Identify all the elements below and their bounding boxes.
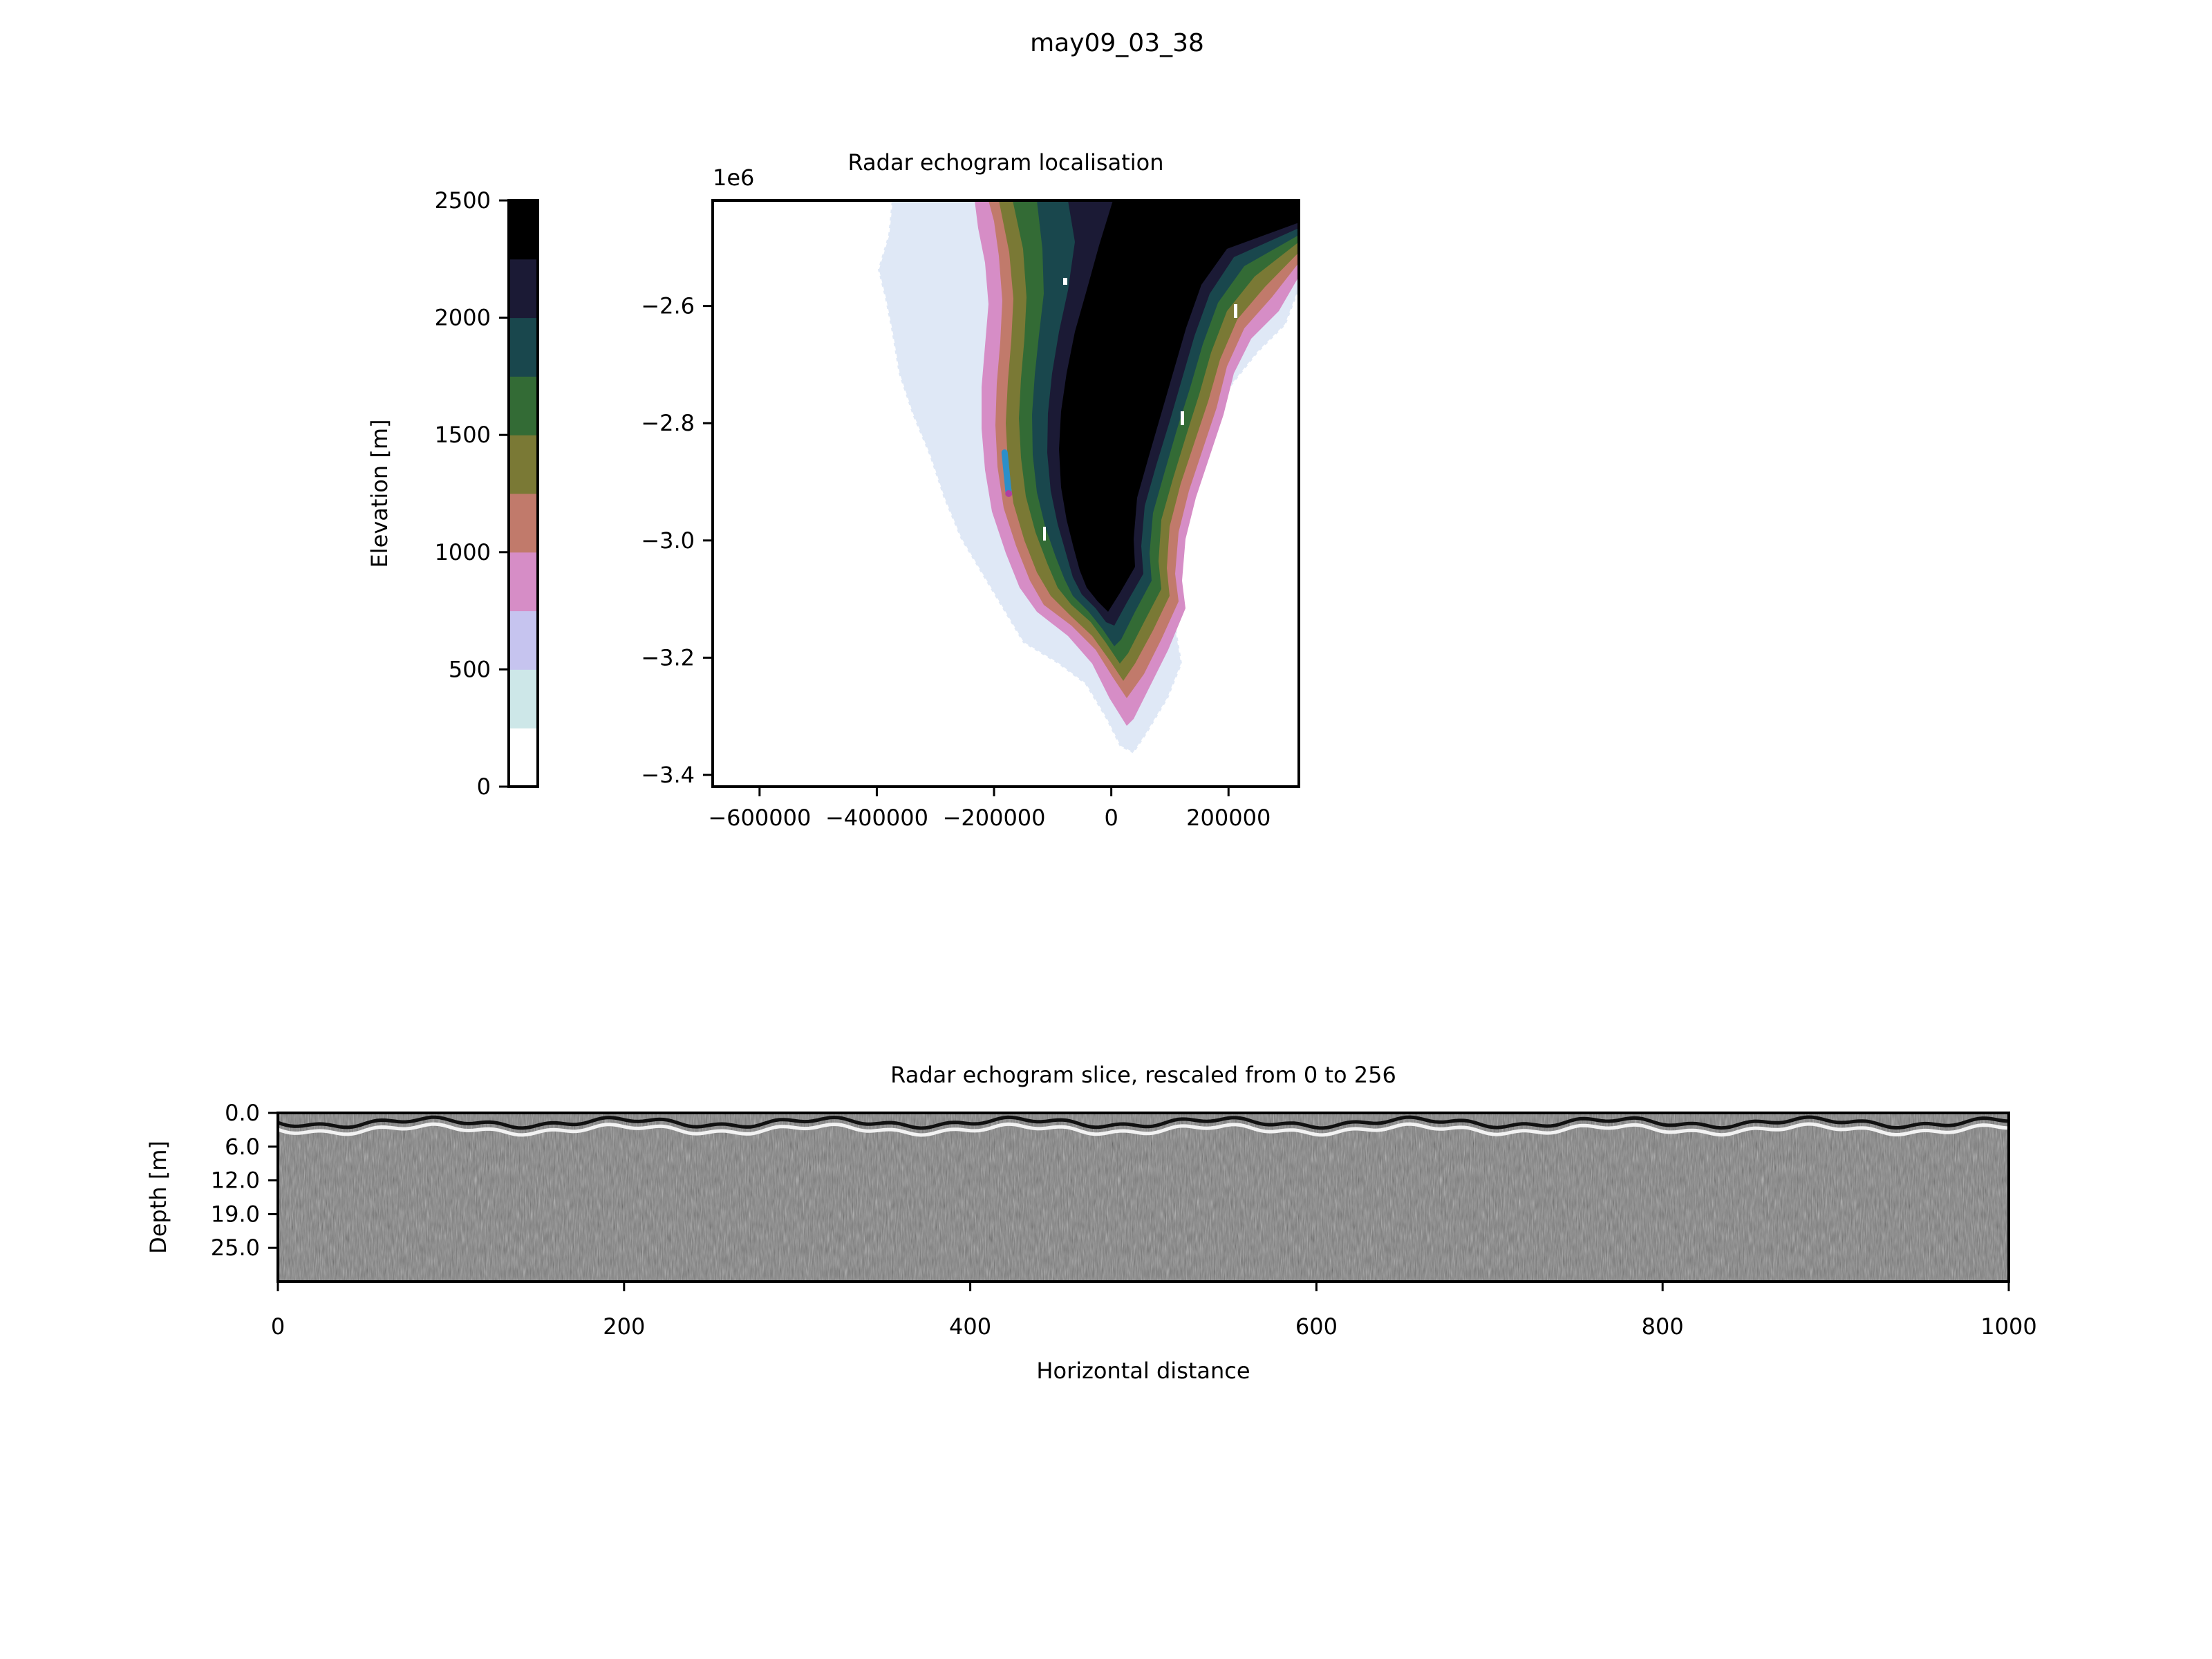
radar-track-end	[1005, 490, 1013, 497]
colorbar-band	[509, 376, 538, 435]
figure-title: may09_03_38	[1030, 29, 1204, 57]
colorbar-tick-label: 0	[477, 774, 491, 800]
map-y-tick-label: −2.6	[641, 293, 695, 319]
colorbar-tick-label: 500	[449, 656, 491, 682]
map-x-ticks: −600000 −400000 −200000 0 200000	[708, 787, 1271, 831]
echogram-x-tick-label: 0	[271, 1313, 285, 1340]
map-title: Radar echogram localisation	[848, 149, 1164, 176]
map-y-tick-label: −2.8	[641, 410, 695, 436]
radar-track	[1001, 449, 1013, 497]
echogram-xlabel: Horizontal distance	[1036, 1358, 1250, 1384]
colorbar-tick-label: 1500	[435, 422, 491, 448]
colorbar-tick-label: 1000	[435, 539, 491, 565]
elevation-map	[713, 200, 1299, 787]
colorbar-band	[509, 200, 538, 260]
echogram-panel: Radar echogram slice, rescaled from 0 to…	[145, 1062, 2037, 1384]
map-panel: Radar echogram localisation 1e6	[641, 149, 1300, 831]
echogram-y-tick-label: 12.0	[211, 1168, 260, 1194]
colorbar-label: Elevation [m]	[366, 420, 393, 568]
colorbar-band	[509, 669, 538, 729]
colorbar-band	[509, 610, 538, 670]
colorbar-band	[509, 317, 538, 377]
colorbar-tick-label: 2000	[435, 305, 491, 331]
echogram-y-tick-label: 19.0	[211, 1201, 260, 1227]
echogram-y-tick-label: 6.0	[225, 1134, 260, 1160]
map-y-tick-label: −3.4	[641, 762, 695, 788]
map-x-tick-label: −200000	[943, 805, 1046, 831]
colorbar-ticks: 0 500 1000 1500 2000 2500	[435, 187, 509, 800]
colorbar-band	[509, 494, 538, 553]
colorbar-tick-label: 2500	[435, 187, 491, 214]
map-y-ticks: −2.6 −2.8 −3.0 −3.2 −3.4	[641, 293, 713, 788]
radar-track-line	[1001, 449, 1012, 497]
echogram-y-tick-label: 25.0	[211, 1235, 260, 1261]
surface-reflector	[278, 1115, 2008, 1137]
echogram-y-ticks: 0.0 6.0 12.0 19.0 25.0	[211, 1100, 278, 1261]
reflector-bright	[278, 1122, 2008, 1137]
colorbar-band	[509, 259, 538, 319]
echogram-ylabel: Depth [m]	[145, 1141, 171, 1254]
map-x-tick-label: 200000	[1186, 805, 1271, 831]
map-frame	[711, 199, 1300, 788]
interior-feature	[1234, 304, 1237, 318]
colorbar-band	[509, 728, 538, 787]
echogram-x-tick-label: 400	[949, 1313, 991, 1340]
colorbar-band	[509, 552, 538, 612]
echogram-image	[278, 1113, 2009, 1282]
interior-feature	[1063, 278, 1067, 285]
colorbar-bands	[509, 200, 538, 787]
map-y-offset-label: 1e6	[713, 165, 754, 191]
echogram-x-tick-label: 600	[1295, 1313, 1338, 1340]
echogram-x-tick-label: 1000	[1980, 1313, 2036, 1340]
interior-feature	[1043, 527, 1046, 541]
echogram-x-tick-label: 200	[603, 1313, 645, 1340]
echogram-title: Radar echogram slice, rescaled from 0 to…	[890, 1062, 1396, 1088]
map-y-tick-label: −3.2	[641, 644, 695, 671]
map-x-tick-label: −400000	[825, 805, 928, 831]
interior-feature	[1181, 411, 1184, 425]
echogram-y-tick-label: 0.0	[225, 1100, 260, 1126]
echogram-x-ticks: 0 200 400 600 800 1000	[271, 1282, 2037, 1340]
elevation-band-interior	[1059, 200, 1299, 612]
colorbar-band	[509, 435, 538, 494]
colorbar: 0 500 1000 1500 2000 2500 Elevation [m]	[366, 187, 539, 800]
colorbar-frame	[507, 199, 539, 788]
reflector-dark	[278, 1115, 2008, 1130]
map-y-tick-label: −3.0	[641, 527, 695, 554]
map-x-tick-label: −600000	[708, 805, 811, 831]
echogram-x-tick-label: 800	[1642, 1313, 1684, 1340]
echogram-frame	[276, 1112, 2010, 1283]
map-x-tick-label: 0	[1104, 805, 1118, 831]
